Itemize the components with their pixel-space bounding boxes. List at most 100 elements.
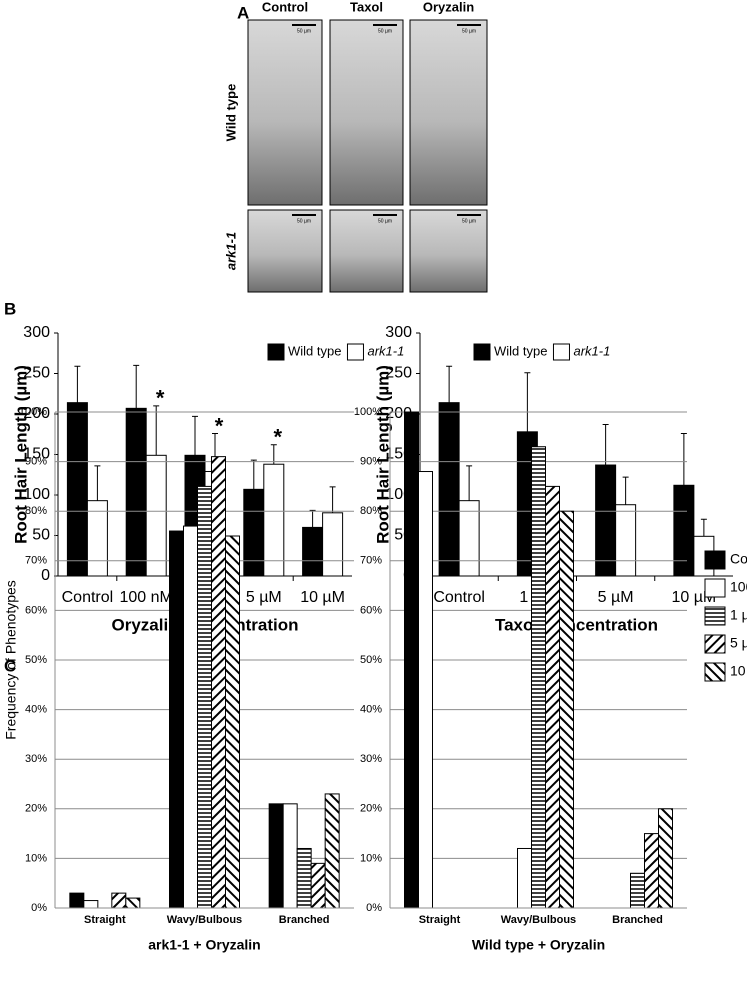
micrograph — [409, 19, 488, 206]
bar — [86, 500, 108, 577]
bar — [658, 808, 673, 909]
y-tick-label: 10% — [25, 852, 47, 864]
bar — [615, 504, 637, 577]
y-tick-label: 100 — [23, 486, 50, 503]
scale-bar-label: 50 µm — [378, 218, 392, 224]
column-label: Oryzalin — [423, 0, 474, 14]
y-tick-label: 80% — [360, 505, 382, 517]
micrograph — [247, 209, 323, 293]
x-axis-title: Taxol Concentration — [495, 615, 658, 634]
bar — [322, 512, 344, 577]
x-axis-title: ark1-1 + Oryzalin — [148, 937, 260, 953]
x-tick-label: Branched — [612, 914, 663, 926]
x-tick-label: 100 nM — [120, 589, 173, 606]
column-label: Taxol — [350, 0, 383, 14]
x-tick-label: Control — [62, 589, 114, 606]
bar — [296, 847, 312, 909]
bar — [404, 411, 419, 909]
legend-label: 10 µM — [730, 663, 747, 679]
legend-swatch — [346, 343, 364, 361]
bar — [559, 510, 574, 909]
bar — [673, 484, 695, 577]
micrograph — [329, 209, 404, 293]
y-tick-label: 250 — [23, 365, 50, 382]
x-tick-label: 10 µM — [300, 589, 345, 606]
y-tick-label: 0% — [366, 902, 382, 914]
error-bar — [309, 509, 316, 528]
error-bar — [250, 459, 257, 490]
y-tick-label: 300 — [385, 324, 412, 341]
x-tick-label: Branched — [279, 914, 330, 926]
bar — [268, 803, 284, 909]
error-bar — [602, 424, 609, 466]
bar — [225, 535, 240, 909]
micrograph — [409, 209, 488, 293]
legend-swatch — [704, 606, 726, 626]
scale-bar-label: 50 µm — [462, 28, 476, 34]
y-tick-label: 90% — [360, 456, 382, 468]
legend-label: ark1-1 — [367, 343, 404, 358]
y-axis-title: Frequency of Phenotypes — [3, 580, 19, 740]
y-tick-label: 10% — [360, 852, 382, 864]
micrograph — [247, 19, 323, 206]
bar — [302, 526, 324, 577]
y-axis-title: Root Hair Length (µm) — [11, 365, 30, 544]
bar — [125, 897, 141, 909]
legend-label: Wild type — [288, 343, 341, 358]
y-tick-label: 70% — [360, 555, 382, 567]
bar — [282, 803, 298, 909]
bar — [111, 892, 127, 909]
annotation: * — [156, 386, 165, 411]
scale-bar-label: 50 µm — [297, 28, 311, 34]
y-tick-label: 60% — [25, 604, 47, 616]
micrograph-panel: Control Taxol Oryzalin Wild type 50 µm 50 µm 5… — [223, 0, 488, 293]
scale-bar-label: 50 µm — [297, 218, 311, 224]
bar — [418, 471, 433, 909]
legend-swatch — [267, 343, 285, 361]
y-axis-title: Root Hair Length (µm) — [373, 365, 392, 544]
row-label: ark1-1 — [223, 232, 238, 270]
legend-swatch — [704, 578, 726, 598]
annotation: * — [215, 413, 224, 438]
legend-label: Control — [730, 551, 747, 567]
legend-swatch — [552, 343, 570, 361]
x-tick-label: Straight — [419, 914, 461, 926]
bar — [69, 892, 85, 909]
x-tick-label: Wavy/Bulbous — [167, 914, 242, 926]
bar — [169, 530, 184, 909]
bar — [125, 407, 147, 577]
x-tick-label: Wavy/Bulbous — [501, 914, 576, 926]
x-tick-label: Straight — [84, 914, 126, 926]
error-bar — [74, 365, 81, 403]
y-tick-label: 70% — [25, 555, 47, 567]
y-tick-label: 60% — [360, 604, 382, 616]
y-tick-label: 0 — [41, 567, 50, 584]
y-tick-label: 20% — [360, 803, 382, 815]
bar — [438, 402, 460, 577]
bar — [324, 793, 340, 909]
error-bar — [270, 444, 277, 465]
y-tick-label: 100% — [19, 406, 47, 418]
panel-label: C — [4, 656, 16, 675]
error-bar — [466, 465, 473, 501]
legend-swatch — [704, 662, 726, 682]
bar — [545, 485, 560, 909]
error-bar — [700, 518, 707, 537]
bar — [517, 847, 532, 909]
bar — [531, 446, 546, 909]
row-label: Wild type — [223, 84, 238, 142]
y-tick-label: 0% — [31, 902, 47, 914]
error-bar — [133, 364, 140, 409]
y-tick-label: 250 — [385, 365, 412, 382]
bar — [595, 464, 617, 577]
bar — [630, 872, 645, 909]
column-label: Control — [262, 0, 308, 14]
bar — [211, 456, 226, 909]
panel-label: B — [4, 299, 16, 318]
y-tick-label: 100% — [354, 406, 382, 418]
bar — [83, 900, 99, 909]
bar — [243, 488, 265, 577]
legend-swatch — [473, 343, 491, 361]
error-bar — [153, 405, 160, 456]
